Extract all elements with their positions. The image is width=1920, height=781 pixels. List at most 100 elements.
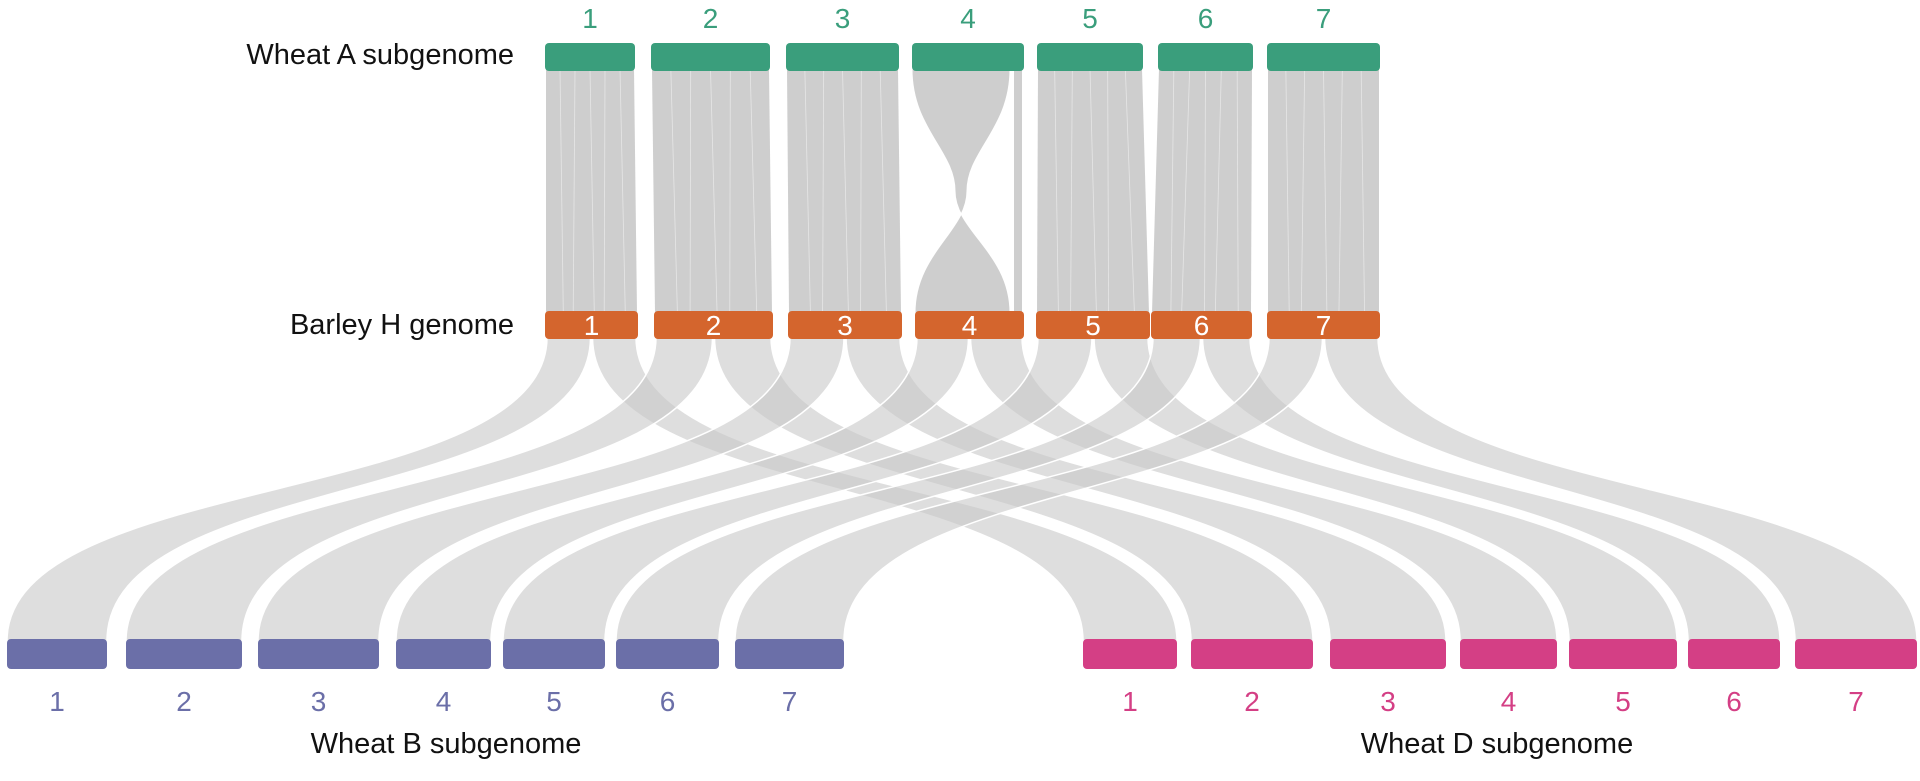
ribbon-a1-h1 <box>546 69 637 313</box>
a-chromosome-2-label: 2 <box>703 3 719 34</box>
ribbon-strand <box>1323 68 1328 314</box>
d-chromosome-6-label: 6 <box>1726 686 1742 717</box>
ribbon-a7-h7 <box>1268 69 1379 313</box>
ribbon-h3-d3 <box>845 336 1447 642</box>
ribbon-strand <box>749 68 758 314</box>
b-chromosome-2 <box>126 639 242 669</box>
ribbon-strand <box>1089 68 1097 314</box>
d-chromosome-2-label: 2 <box>1244 686 1260 717</box>
h-chromosome-2 <box>654 311 773 339</box>
ribbons-wheat-a-to-barley <box>546 68 1379 314</box>
a-chromosome-6-label: 6 <box>1198 3 1214 34</box>
ribbon-h4-d4 <box>969 336 1558 642</box>
d-chromosome-7-label: 7 <box>1848 686 1864 717</box>
ribbon-a6-h6 <box>1152 69 1252 313</box>
ribbon-strand <box>689 68 692 314</box>
a-chromosome-3 <box>786 43 899 71</box>
d-chromosome-4 <box>1460 639 1557 669</box>
b-chromosome-2-label: 2 <box>176 686 192 717</box>
wheat-d-label: Wheat D subgenome <box>1361 728 1633 760</box>
a-chromosome-1-label: 1 <box>582 3 598 34</box>
ribbon-strand <box>1214 68 1222 314</box>
a-chromosome-6 <box>1158 43 1253 71</box>
h-chromosome-3-label: 3 <box>837 310 853 341</box>
ribbons-barley-to-wheat-bd <box>6 336 1918 642</box>
ribbon-strand <box>1107 68 1109 314</box>
b-chromosome-4 <box>396 639 491 669</box>
ribbon-strand <box>1124 68 1135 314</box>
ribbon-strand <box>1204 68 1206 314</box>
a-chromosome-2 <box>651 43 770 71</box>
wheat-a-label: Wheat A subgenome <box>246 39 514 71</box>
h-chromosome-4 <box>915 311 1024 339</box>
d-chromosome-4-label: 4 <box>1501 686 1517 717</box>
h-chromosome-1 <box>545 311 638 339</box>
ribbon-strand <box>1054 68 1059 314</box>
a-chromosome-3-label: 3 <box>835 3 851 34</box>
b-chromosome-3-label: 3 <box>311 686 327 717</box>
ribbon-strand <box>729 68 731 314</box>
chromosome-bars: 1 2 3 4 5 6 7 1 2 3 4 5 6 7 1 2 3 4 5 6 7 1 2 3 4 5 6 7 <box>7 3 1917 717</box>
h-chromosome-6 <box>1151 311 1252 339</box>
h-chromosome-3 <box>788 311 902 339</box>
ribbon-strand <box>842 68 849 314</box>
a-chromosome-5-label: 5 <box>1082 3 1098 34</box>
ribbon-strand <box>860 68 862 314</box>
a-chromosome-4-label: 4 <box>960 3 976 34</box>
h-chromosome-7 <box>1267 311 1380 339</box>
a-chromosome-5 <box>1037 43 1143 71</box>
b-chromosome-6 <box>616 639 719 669</box>
b-chromosome-3 <box>258 639 379 669</box>
b-chromosome-7 <box>735 639 844 669</box>
d-chromosome-6 <box>1688 639 1780 669</box>
ribbon-strand <box>1170 68 1175 314</box>
ribbon-a4-h4-segment <box>1014 69 1022 313</box>
d-chromosome-2 <box>1191 639 1313 669</box>
a-chromosome-1 <box>545 43 635 71</box>
ribbon-strand <box>670 68 678 314</box>
d-chromosome-5 <box>1569 639 1677 669</box>
h-chromosome-4-label: 4 <box>962 310 978 341</box>
d-chromosome-3 <box>1330 639 1446 669</box>
ribbon-strand <box>1338 68 1343 314</box>
ribbon-strand <box>1181 68 1191 314</box>
ribbon-strand <box>1360 68 1365 314</box>
h-chromosome-5 <box>1036 311 1150 339</box>
h-chromosome-7-label: 7 <box>1316 310 1332 341</box>
ribbon-strand <box>619 68 626 314</box>
h-chromosome-2-label: 2 <box>706 310 722 341</box>
b-chromosome-1 <box>7 639 107 669</box>
ribbon-h6-d6 <box>1201 336 1781 642</box>
a-chromosome-4 <box>912 43 1024 71</box>
b-chromosome-5 <box>503 639 605 669</box>
ribbon-strand <box>603 68 606 314</box>
ribbon-strand <box>572 68 576 314</box>
ribbon-strand <box>822 68 825 314</box>
ribbon-a4-h4 <box>911 68 1011 314</box>
a-chromosome-7-label: 7 <box>1316 3 1332 34</box>
ribbon-h5-d5 <box>1093 336 1678 642</box>
ribbon-strand <box>1285 68 1290 314</box>
d-chromosome-1-label: 1 <box>1122 686 1138 717</box>
b-chromosome-4-label: 4 <box>436 686 452 717</box>
d-chromosome-3-label: 3 <box>1380 686 1396 717</box>
b-chromosome-1-label: 1 <box>49 686 65 717</box>
ribbon-strand <box>804 68 811 314</box>
ribbon-strand <box>879 68 887 314</box>
ribbon-a2-h2 <box>652 69 772 313</box>
ribbon-strand <box>559 68 564 314</box>
b-chromosome-6-label: 6 <box>660 686 676 717</box>
d-chromosome-5-label: 5 <box>1615 686 1631 717</box>
ribbon-strand <box>1236 68 1239 314</box>
h-chromosome-1-label: 1 <box>584 310 600 341</box>
wheat-b-label: Wheat B subgenome <box>311 728 582 760</box>
h-chromosome-5-label: 5 <box>1085 310 1101 341</box>
ribbon-strand <box>589 68 595 314</box>
barley-h-label: Barley H genome <box>290 309 514 341</box>
ribbon-strand <box>1070 68 1073 314</box>
ribbon-strand <box>710 68 718 314</box>
a-chromosome-7 <box>1267 43 1380 71</box>
h-chromosome-6-label: 6 <box>1194 310 1210 341</box>
ribbon-strand <box>1300 68 1306 314</box>
